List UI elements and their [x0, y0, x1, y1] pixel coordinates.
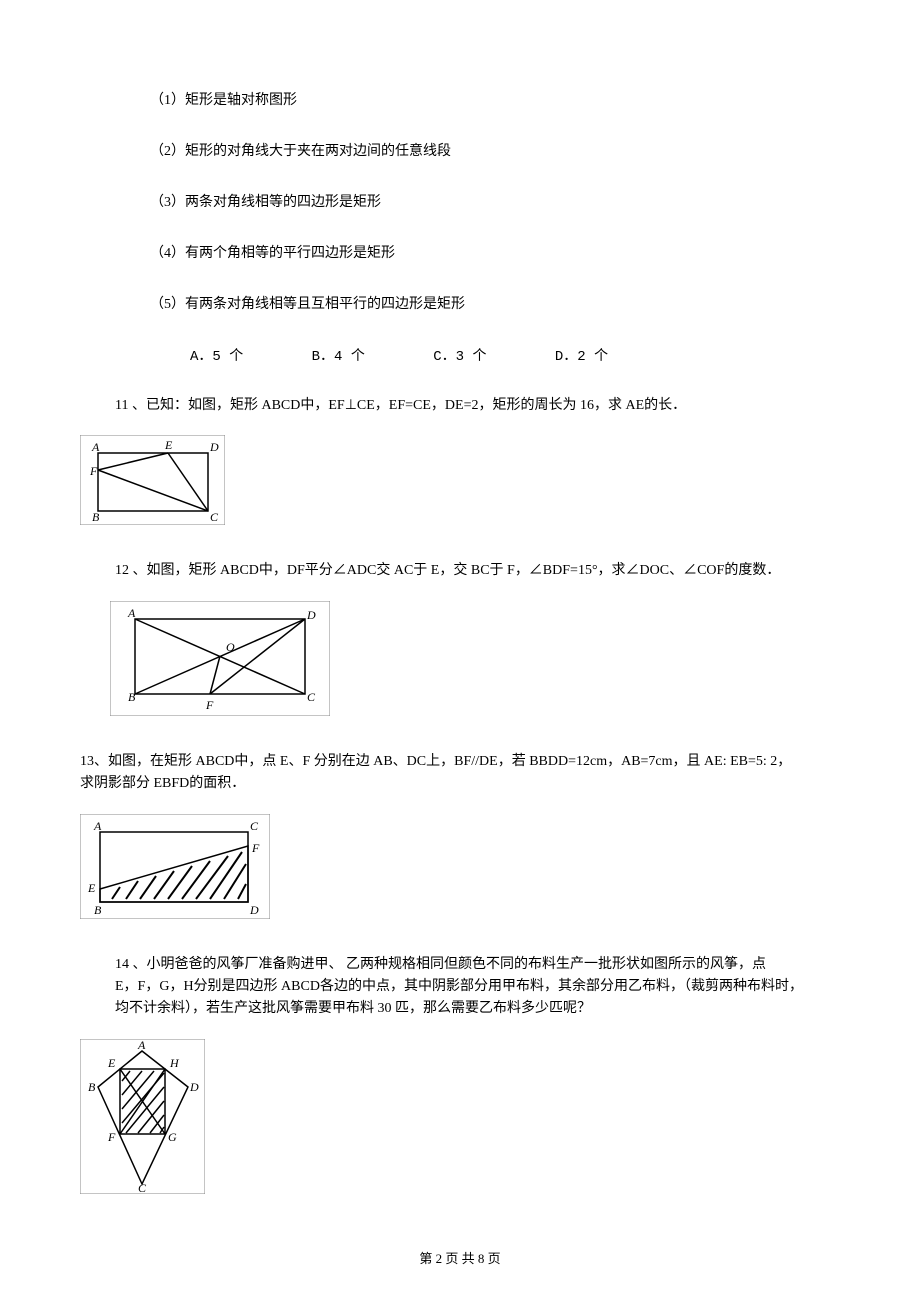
question-11: 11 、已知：如图，矩形 ABCD中，EF⊥CE，EF=CE，DE=2，矩形的周…	[80, 395, 840, 417]
question-14: 14 、小明爸爸的风筝厂准备购进甲、 乙两种规格相同但颜色不同的布料生产一批形状…	[80, 954, 840, 1021]
svg-text:G: G	[168, 1130, 177, 1144]
statement-4: （4）有两个角相等的平行四边形是矩形	[80, 243, 840, 264]
svg-text:B: B	[88, 1080, 96, 1094]
figure-13: A C F E B D	[80, 814, 840, 924]
figure-11: A E D F B C	[80, 435, 840, 530]
svg-text:O: O	[226, 640, 235, 654]
svg-text:D: D	[306, 608, 316, 622]
svg-text:A: A	[91, 440, 100, 454]
svg-text:D: D	[209, 440, 219, 454]
figure-13-svg: A C F E B D	[80, 814, 270, 919]
option-c: C．3 个	[433, 349, 486, 365]
statement-5: （5）有两条对角线相等且互相平行的四边形是矩形	[80, 294, 840, 315]
figure-14: A B C D E F G H	[80, 1039, 840, 1199]
svg-text:E: E	[164, 438, 173, 452]
statement-2: （2）矩形的对角线大于夹在两对边间的任意线段	[80, 141, 840, 162]
svg-text:B: B	[128, 690, 136, 704]
option-b: B．4 个	[312, 349, 365, 365]
question-14-line3: 均不计余料），若生产这批风筝需要甲布料 30 匹，那么需要乙布料多少匹呢？	[115, 1001, 591, 1016]
figure-12-svg: A D B C O F	[110, 601, 330, 716]
page-footer: 第 2 页 共 8 页	[0, 1248, 920, 1267]
svg-text:F: F	[89, 464, 98, 478]
figure-14-svg: A B C D E F G H	[80, 1039, 205, 1194]
svg-text:E: E	[87, 881, 96, 895]
option-a: A．5 个	[190, 349, 243, 365]
question-12: 12 、如图，矩形 ABCD中，DF平分∠ADC交 AC于 E，交 BC于 F，…	[80, 560, 840, 582]
svg-text:C: C	[250, 819, 259, 833]
svg-text:F: F	[107, 1130, 116, 1144]
svg-text:C: C	[138, 1181, 147, 1194]
answer-options: A．5 个 B．4 个 C．3 个 D．2 个	[80, 345, 840, 365]
svg-text:E: E	[107, 1056, 116, 1070]
svg-text:C: C	[210, 510, 219, 524]
question-14-line2: E，F，G，H分别是四边形 ABCD各边的中点，其中阴影部分用甲布料，其余部分用…	[115, 979, 803, 994]
question-13-line1: 13、如图，在矩形 ABCD中，点 E、F 分别在边 AB、DC上，BF//DE…	[80, 754, 791, 769]
svg-text:H: H	[169, 1056, 180, 1070]
svg-text:D: D	[249, 903, 259, 917]
question-14-line1: 14 、小明爸爸的风筝厂准备购进甲、 乙两种规格相同但颜色不同的布料生产一批形状…	[115, 957, 766, 972]
figure-12: A D B C O F	[110, 601, 840, 721]
question-13: 13、如图，在矩形 ABCD中，点 E、F 分别在边 AB、DC上，BF//DE…	[80, 751, 840, 796]
svg-text:B: B	[92, 510, 100, 524]
question-13-line2: 求阴影部分 EBFD的面积．	[80, 776, 245, 791]
svg-text:A: A	[127, 606, 136, 620]
svg-text:B: B	[94, 903, 102, 917]
statement-1: （1）矩形是轴对称图形	[80, 90, 840, 111]
figure-11-svg: A E D F B C	[80, 435, 225, 525]
statement-3: （3）两条对角线相等的四边形是矩形	[80, 192, 840, 213]
svg-text:F: F	[251, 841, 260, 855]
svg-text:F: F	[205, 698, 214, 712]
svg-text:A: A	[93, 819, 102, 833]
svg-text:C: C	[307, 690, 316, 704]
option-d: D．2 个	[555, 349, 608, 365]
svg-text:D: D	[189, 1080, 199, 1094]
svg-text:A: A	[137, 1039, 146, 1052]
